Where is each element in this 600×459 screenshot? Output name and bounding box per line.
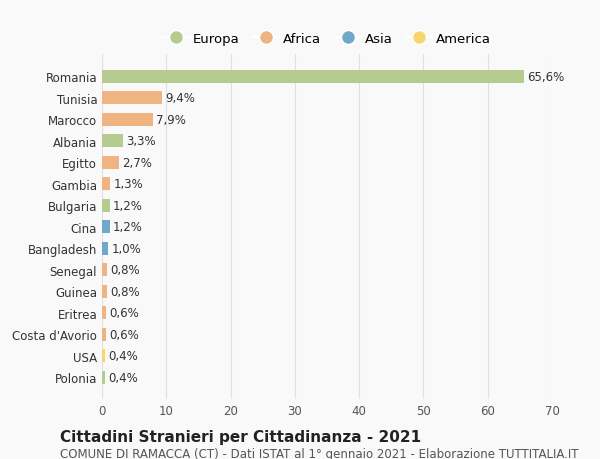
Bar [102,113,153,127]
Bar [102,242,109,255]
Bar [102,371,104,384]
Bar [102,307,106,319]
Text: 0,6%: 0,6% [109,307,139,319]
Bar [102,263,107,276]
Legend: Europa, Africa, Asia, America: Europa, Africa, Asia, America [157,27,497,51]
Text: 7,9%: 7,9% [156,113,186,127]
Bar [102,221,110,234]
Text: 9,4%: 9,4% [166,92,196,105]
Text: 65,6%: 65,6% [527,71,564,84]
Bar [102,92,163,105]
Text: 3,3%: 3,3% [127,135,156,148]
Text: 1,2%: 1,2% [113,199,143,212]
Text: 0,8%: 0,8% [110,285,140,298]
Text: Cittadini Stranieri per Cittadinanza - 2021: Cittadini Stranieri per Cittadinanza - 2… [60,429,421,444]
Bar [102,71,524,84]
Text: 2,7%: 2,7% [122,157,152,169]
Bar [102,285,107,298]
Bar [102,157,119,169]
Text: 1,3%: 1,3% [113,178,143,191]
Text: 0,8%: 0,8% [110,263,140,277]
Text: 0,6%: 0,6% [109,328,139,341]
Bar [102,349,104,362]
Text: COMUNE DI RAMACCA (CT) - Dati ISTAT al 1° gennaio 2021 - Elaborazione TUTTITALIA: COMUNE DI RAMACCA (CT) - Dati ISTAT al 1… [60,447,578,459]
Bar [102,135,123,148]
Text: 0,4%: 0,4% [108,371,137,384]
Text: 0,4%: 0,4% [108,349,137,362]
Bar [102,199,110,212]
Text: 1,2%: 1,2% [113,221,143,234]
Text: 1,0%: 1,0% [112,242,142,255]
Bar [102,178,110,191]
Bar [102,328,106,341]
